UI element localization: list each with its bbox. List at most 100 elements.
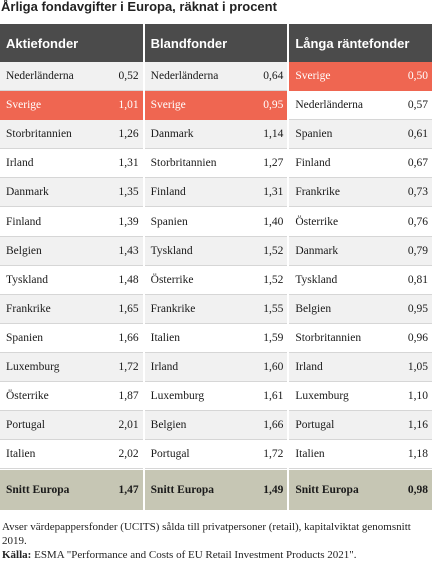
table-row: Belgien 1,66 [144,411,288,441]
table-row: Storbritannien 1,27 [144,149,288,179]
fee-value: 1,40 [263,215,284,228]
country-name: Portugal [150,448,190,461]
fee-value: 0,64 [263,70,284,83]
table-row: Nederländerna 0,52 [0,62,143,92]
country-name: Frankrike [150,302,196,315]
table-row: Danmark 1,14 [144,120,288,150]
source-line: Källa: ESMA "Performance and Costs of EU… [2,548,430,562]
country-name: Sverige [6,99,42,112]
country-name: Luxemburg [150,390,205,403]
fee-value: 1,66 [263,419,284,432]
table-row: Italien 1,59 [144,323,288,353]
fee-value: 1,43 [118,244,139,257]
country-name: Finland [6,215,42,228]
country-name: Storbritannien [295,331,362,344]
total-value: 1,47 [118,484,139,497]
table-row: Italien 2,02 [0,440,143,470]
fee-value: 0,50 [407,70,428,83]
fee-value: 1,31 [263,186,284,199]
country-name: Storbritannien [6,128,72,141]
fee-value: 1,59 [263,331,284,344]
fee-value: 0,61 [407,128,428,141]
fee-value: 1,18 [407,448,428,461]
fee-value: 1,72 [118,360,139,373]
country-name: Belgien [6,244,42,257]
total-row: Snitt Europa 1,49 [144,470,288,511]
table-row: Storbritannien 1,26 [0,120,143,150]
fee-value: 2,01 [118,419,139,432]
fee-value: 1,39 [118,215,139,228]
country-name: Tyskland [295,273,338,286]
table-row: Sverige 0,95 [144,91,288,121]
fee-value: 0,81 [407,273,428,286]
footnote: Avser värdepappersfonder (UCITS) sålda t… [2,520,430,562]
country-name: Irland [150,360,179,373]
fee-value: 1,87 [118,390,139,403]
country-name: Österrike [295,215,339,228]
fee-value: 1,16 [407,419,428,432]
country-name: Spanien [295,128,333,141]
country-name: Sverige [295,70,331,83]
fee-value: 1,61 [263,390,284,403]
fee-value: 1,27 [263,157,284,170]
total-row: Snitt Europa 1,47 [0,470,143,511]
table-row: Tyskland 1,48 [0,265,143,295]
table-row: Finland 1,31 [144,178,288,208]
country-name: Nederländerna [295,99,363,112]
footnote-text: Avser värdepappersfonder (UCITS) sålda t… [2,521,411,547]
country-name: Nederländerna [6,70,74,83]
table-row: Frankrike 0,73 [289,178,432,208]
table-row: Portugal 1,72 [144,440,288,470]
table-row: Storbritannien 0,96 [289,323,432,353]
country-name: Tyskland [150,244,193,257]
column-aktiefonder: Aktiefonder Nederländerna 0,52 Sverige 1,01… [0,24,143,511]
fee-value: 0,73 [407,186,428,199]
table-row: Irland 1,05 [289,352,432,383]
table-row: Belgien 0,95 [289,294,432,324]
fee-value: 1,31 [118,157,139,170]
country-name: Spanien [6,331,44,344]
table-row: Sverige 1,01 [0,91,143,121]
country-name: Frankrike [6,302,51,315]
fee-value: 1,26 [118,128,139,141]
country-name: Frankrike [295,186,341,199]
country-name: Italien [150,331,181,344]
country-name: Luxemburg [295,390,349,403]
total-label: Snitt Europa [150,484,215,497]
country-name: Österrike [6,390,49,403]
table-row: Sverige 0,50 [289,62,432,92]
country-name: Finland [150,186,186,199]
fee-value: 1,48 [118,273,139,286]
table-row: Portugal 2,01 [0,411,143,441]
country-name: Tyskland [6,273,48,286]
fee-value: 1,01 [118,99,139,112]
total-row: Snitt Europa 0,98 [289,470,432,511]
country-name: Sverige [150,99,186,112]
fee-value: 0,67 [407,157,428,170]
country-name: Belgien [295,302,332,315]
fee-value: 1,05 [407,360,428,373]
table-row: Danmark 1,35 [0,178,143,208]
country-name: Portugal [6,419,45,432]
table-row: Luxemburg 1,10 [289,382,432,412]
country-name: Danmark [6,186,49,199]
fee-value: 1,52 [263,273,284,286]
column-header: Långa räntefonder [289,24,432,62]
country-name: Finland [295,157,331,170]
fee-value: 0,95 [263,99,284,112]
column-header: Blandfonder [144,24,288,62]
fee-value: 1,72 [263,448,284,461]
table-row: Nederländerna 0,57 [289,91,432,121]
total-value: 1,49 [263,484,284,497]
source-text: ESMA "Performance and Costs of EU Retail… [31,549,357,561]
total-label: Snitt Europa [295,484,359,497]
fee-value: 2,02 [118,448,139,461]
fee-value: 0,79 [407,244,428,257]
fee-value: 1,66 [118,331,139,344]
country-name: Danmark [295,244,339,257]
fee-value: 1,14 [263,128,284,141]
country-name: Italien [6,448,36,461]
fee-value: 1,52 [263,244,284,257]
fee-value: 1,65 [118,302,139,315]
source-label: Källa: [2,549,32,561]
